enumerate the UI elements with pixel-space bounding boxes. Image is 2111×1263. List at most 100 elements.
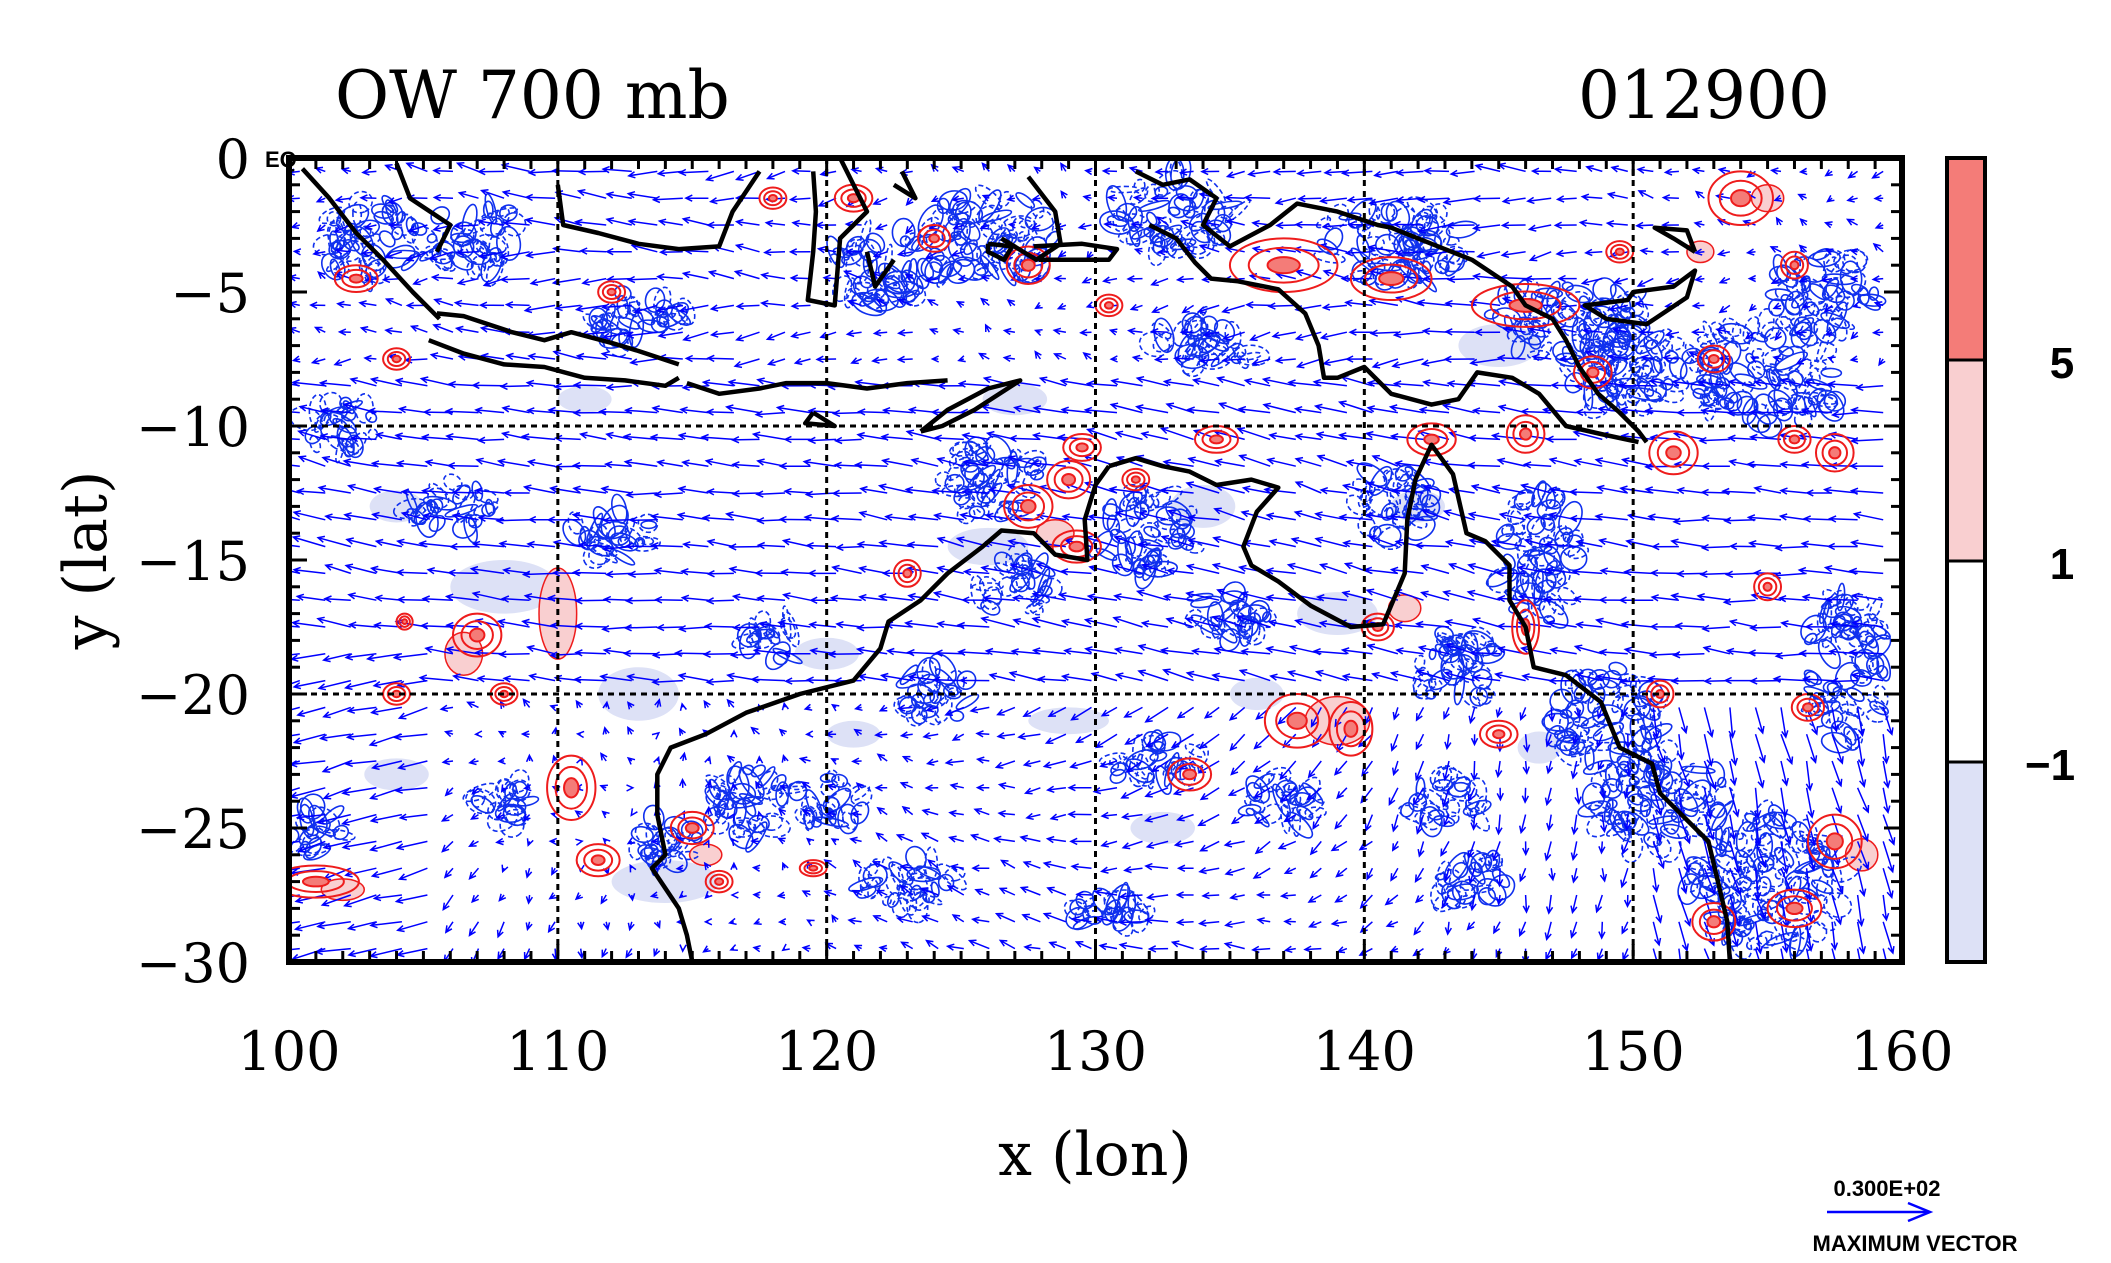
- wind-vector: [678, 890, 687, 899]
- wind-vector: [1385, 920, 1399, 928]
- wind-vector: [678, 304, 709, 314]
- wind-vector: [1678, 814, 1691, 845]
- wind-vector: [823, 889, 837, 897]
- wind-vector: [445, 621, 479, 630]
- wind-vector: [1266, 457, 1296, 467]
- wind-vector: [575, 352, 607, 361]
- positive-ow-core: [1762, 581, 1773, 592]
- negative-ow-contour: [920, 705, 939, 719]
- wind-vector: [1319, 196, 1347, 205]
- wind-vector: [1690, 328, 1705, 336]
- wind-vector: [1025, 812, 1041, 821]
- negative-ow-contour: [1356, 224, 1371, 239]
- wind-vector: [1468, 298, 1501, 307]
- wind-vector: [420, 487, 454, 495]
- wind-vector: [1575, 539, 1603, 548]
- wind-vector: [1545, 894, 1554, 915]
- wind-vector: [525, 251, 556, 259]
- wind-vector: [397, 867, 428, 881]
- wind-vector: [777, 837, 786, 845]
- wind-vector: [658, 248, 683, 256]
- positive-ow-contour: [1349, 256, 1433, 302]
- wind-vector: [1800, 540, 1833, 548]
- wind-vector: [1185, 590, 1220, 601]
- wind-vector: [524, 217, 556, 226]
- negative-ow-contour: [1439, 257, 1450, 275]
- wind-vector: [1878, 357, 1886, 367]
- wind-vector: [1309, 840, 1322, 856]
- wind-vector: [1472, 194, 1501, 203]
- negative-ow-contour: [1357, 515, 1376, 537]
- negative-ow-contour: [1513, 488, 1535, 511]
- negative-ow-contour: [350, 219, 381, 240]
- wind-vector: [899, 781, 913, 789]
- wind-vector: [945, 943, 964, 951]
- wind-vector: [971, 864, 990, 872]
- wind-vector: [363, 354, 377, 363]
- negative-ow-contour: [1413, 654, 1426, 671]
- negative-ow-contour: [1646, 833, 1672, 859]
- wind-vector: [904, 486, 939, 494]
- positive-ow-contour: [677, 816, 708, 840]
- wind-vector: [724, 511, 760, 521]
- wind-vector: [803, 513, 837, 522]
- wind-vector: [807, 436, 837, 445]
- wind-vector: [778, 515, 811, 524]
- positive-ow-contour: [386, 686, 407, 702]
- wind-vector: [1850, 672, 1884, 682]
- positive-ow-contour: [1691, 902, 1737, 942]
- negative-ow-contour: [956, 670, 977, 691]
- wind-vector: [602, 837, 611, 846]
- wind-vector: [1777, 594, 1807, 603]
- wind-vector: [466, 701, 479, 709]
- negative-ow-contour: [1820, 731, 1853, 754]
- wind-vector: [1729, 734, 1739, 767]
- wind-vector: [317, 484, 351, 494]
- negative-ow-contour: [1724, 391, 1743, 412]
- wind-vector: [1665, 277, 1680, 285]
- wind-vector: [316, 616, 351, 628]
- wind-vector: [700, 433, 734, 442]
- wind-vector: [1140, 563, 1169, 575]
- wind-vector: [1801, 301, 1811, 309]
- negative-ow-contour: [1153, 169, 1183, 196]
- wind-vector: [1417, 841, 1425, 858]
- negative-ow-contour: [865, 232, 886, 254]
- negative-ow-contour: [745, 821, 768, 853]
- wind-vector: [1255, 891, 1271, 899]
- negative-ow-contour: [1271, 783, 1292, 818]
- wind-vector: [1651, 542, 1679, 551]
- negative-ow-contour: [406, 507, 427, 526]
- negative-ow-contour: [690, 831, 703, 844]
- wind-vector: [706, 538, 735, 548]
- wind-vector: [1295, 358, 1322, 369]
- wind-vector: [951, 195, 964, 203]
- negative-ow-contour: [1185, 542, 1205, 554]
- wind-vector: [1446, 275, 1475, 284]
- wind-vector: [900, 941, 914, 950]
- wind-vector: [1006, 194, 1016, 203]
- negative-ow-contour: [1170, 158, 1192, 190]
- negative-ow-contour: [1459, 669, 1474, 683]
- negative-ow-contour: [1746, 935, 1768, 951]
- negative-ow-contour: [471, 789, 486, 808]
- negative-ow-contour: [954, 201, 972, 225]
- negative-ow-contour: [1231, 342, 1247, 358]
- x-tick-label: 120: [775, 1020, 878, 1083]
- wind-vector: [384, 327, 402, 335]
- wind-vector: [521, 570, 556, 578]
- wind-vector: [1118, 918, 1143, 926]
- negative-ow-contour: [1648, 815, 1678, 825]
- wind-vector: [1415, 669, 1450, 682]
- wind-vector: [1315, 431, 1348, 441]
- wind-vector: [681, 541, 709, 549]
- wind-vector: [451, 512, 479, 521]
- wind-vector: [1573, 707, 1582, 719]
- wind-vector: [341, 840, 377, 851]
- wind-vector: [1824, 169, 1833, 177]
- negative-ow-contour: [1451, 880, 1476, 905]
- wind-vector: [1526, 196, 1552, 205]
- negative-ow-contour: [470, 255, 487, 277]
- wind-vector: [781, 701, 789, 711]
- wind-vector: [790, 302, 811, 310]
